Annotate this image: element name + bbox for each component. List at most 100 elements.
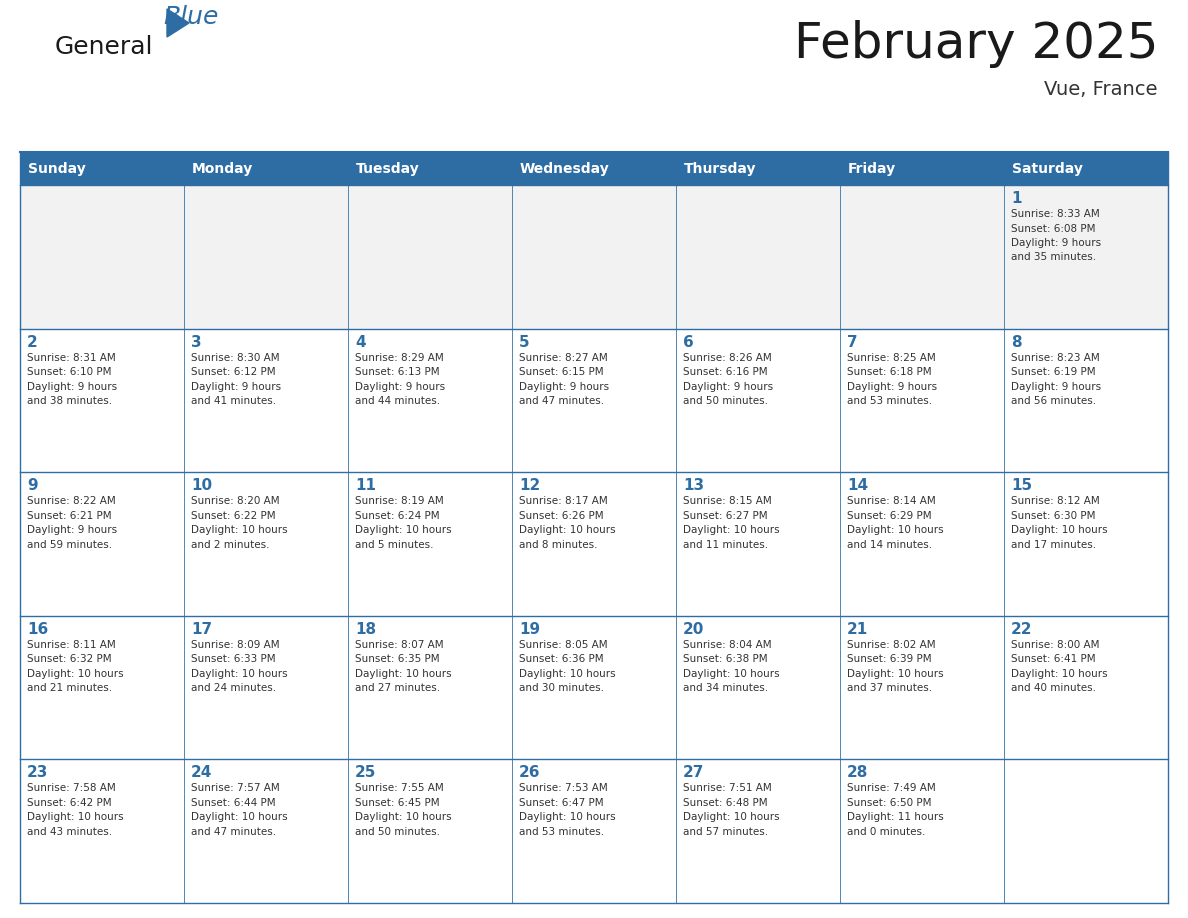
Text: Sunrise: 7:57 AM: Sunrise: 7:57 AM (191, 783, 279, 793)
Bar (20, 185, 184, 329)
Text: and 34 minutes.: and 34 minutes. (683, 683, 769, 693)
Text: 12: 12 (519, 478, 541, 493)
Bar (676, 616, 840, 759)
Text: and 53 minutes.: and 53 minutes. (519, 827, 605, 837)
Text: Sunset: 6:38 PM: Sunset: 6:38 PM (683, 655, 767, 665)
Text: 1: 1 (1011, 191, 1022, 206)
Bar (1004, 185, 1168, 329)
Text: Sunset: 6:39 PM: Sunset: 6:39 PM (847, 655, 931, 665)
Text: and 8 minutes.: and 8 minutes. (519, 540, 598, 550)
Text: Daylight: 9 hours: Daylight: 9 hours (1011, 382, 1101, 392)
Text: Sunset: 6:42 PM: Sunset: 6:42 PM (27, 798, 112, 808)
Text: 27: 27 (683, 766, 704, 780)
Text: Sunset: 6:26 PM: Sunset: 6:26 PM (519, 510, 604, 521)
Bar (840, 616, 1004, 759)
Text: Daylight: 9 hours: Daylight: 9 hours (27, 525, 118, 535)
Text: Daylight: 10 hours: Daylight: 10 hours (27, 669, 124, 678)
Text: Sunset: 6:35 PM: Sunset: 6:35 PM (355, 655, 440, 665)
Text: Daylight: 9 hours: Daylight: 9 hours (191, 382, 282, 392)
Text: Sunset: 6:27 PM: Sunset: 6:27 PM (683, 510, 767, 521)
Text: Sunrise: 8:05 AM: Sunrise: 8:05 AM (519, 640, 607, 650)
Text: 24: 24 (191, 766, 213, 780)
Text: Sunset: 6:36 PM: Sunset: 6:36 PM (519, 655, 604, 665)
Text: Sunset: 6:45 PM: Sunset: 6:45 PM (355, 798, 440, 808)
Bar (20, 616, 184, 759)
Text: Sunrise: 8:00 AM: Sunrise: 8:00 AM (1011, 640, 1100, 650)
Text: Sunrise: 8:26 AM: Sunrise: 8:26 AM (683, 353, 772, 363)
Text: Sunrise: 8:09 AM: Sunrise: 8:09 AM (191, 640, 279, 650)
Bar (676, 759, 840, 903)
Bar (676, 472, 840, 616)
Text: Sunrise: 8:29 AM: Sunrise: 8:29 AM (355, 353, 444, 363)
Text: Daylight: 10 hours: Daylight: 10 hours (191, 525, 287, 535)
Text: and 59 minutes.: and 59 minutes. (27, 540, 112, 550)
Text: and 53 minutes.: and 53 minutes. (847, 396, 933, 406)
Text: Sunrise: 8:19 AM: Sunrise: 8:19 AM (355, 497, 444, 506)
Bar (840, 759, 1004, 903)
Text: 2: 2 (27, 334, 38, 350)
Text: and 37 minutes.: and 37 minutes. (847, 683, 933, 693)
Text: 14: 14 (847, 478, 868, 493)
Text: Sunset: 6:08 PM: Sunset: 6:08 PM (1011, 223, 1095, 233)
Text: Sunrise: 8:23 AM: Sunrise: 8:23 AM (1011, 353, 1100, 363)
Bar (348, 759, 512, 903)
Text: and 57 minutes.: and 57 minutes. (683, 827, 769, 837)
Text: and 27 minutes.: and 27 minutes. (355, 683, 440, 693)
Bar (1004, 472, 1168, 616)
Bar (512, 185, 676, 329)
Text: Daylight: 9 hours: Daylight: 9 hours (519, 382, 609, 392)
Text: Daylight: 10 hours: Daylight: 10 hours (191, 669, 287, 678)
Text: and 41 minutes.: and 41 minutes. (191, 396, 276, 406)
Bar (184, 185, 348, 329)
Text: 25: 25 (355, 766, 377, 780)
Text: 8: 8 (1011, 334, 1022, 350)
Text: Sunset: 6:10 PM: Sunset: 6:10 PM (27, 367, 112, 377)
Text: 4: 4 (355, 334, 366, 350)
Text: and 5 minutes.: and 5 minutes. (355, 540, 434, 550)
Text: Sunset: 6:50 PM: Sunset: 6:50 PM (847, 798, 931, 808)
Text: 21: 21 (847, 621, 868, 637)
Bar (184, 329, 348, 472)
Text: Sunset: 6:30 PM: Sunset: 6:30 PM (1011, 510, 1095, 521)
Text: Blue: Blue (163, 5, 219, 29)
Bar (348, 152, 512, 185)
Text: Sunset: 6:29 PM: Sunset: 6:29 PM (847, 510, 931, 521)
Text: Daylight: 9 hours: Daylight: 9 hours (1011, 238, 1101, 248)
Text: Sunset: 6:18 PM: Sunset: 6:18 PM (847, 367, 931, 377)
Text: 9: 9 (27, 478, 38, 493)
Text: and 40 minutes.: and 40 minutes. (1011, 683, 1097, 693)
Text: Sunrise: 8:27 AM: Sunrise: 8:27 AM (519, 353, 608, 363)
Text: Sunrise: 8:15 AM: Sunrise: 8:15 AM (683, 497, 772, 506)
Text: Sunset: 6:48 PM: Sunset: 6:48 PM (683, 798, 767, 808)
Bar (348, 185, 512, 329)
Text: Sunset: 6:19 PM: Sunset: 6:19 PM (1011, 367, 1095, 377)
Bar (840, 152, 1004, 185)
Text: Sunrise: 8:04 AM: Sunrise: 8:04 AM (683, 640, 772, 650)
Text: Daylight: 11 hours: Daylight: 11 hours (847, 812, 943, 823)
Text: and 35 minutes.: and 35 minutes. (1011, 252, 1097, 263)
Polygon shape (168, 9, 189, 37)
Bar (20, 329, 184, 472)
Bar (512, 329, 676, 472)
Text: 5: 5 (519, 334, 530, 350)
Text: Sunset: 6:44 PM: Sunset: 6:44 PM (191, 798, 276, 808)
Text: Sunrise: 8:02 AM: Sunrise: 8:02 AM (847, 640, 936, 650)
Text: Sunrise: 7:55 AM: Sunrise: 7:55 AM (355, 783, 444, 793)
Text: and 47 minutes.: and 47 minutes. (191, 827, 276, 837)
Text: Sunrise: 8:25 AM: Sunrise: 8:25 AM (847, 353, 936, 363)
Text: 23: 23 (27, 766, 49, 780)
Bar (676, 152, 840, 185)
Text: and 14 minutes.: and 14 minutes. (847, 540, 933, 550)
Bar (512, 759, 676, 903)
Text: and 21 minutes.: and 21 minutes. (27, 683, 112, 693)
Text: Sunset: 6:33 PM: Sunset: 6:33 PM (191, 655, 276, 665)
Text: General: General (55, 35, 153, 59)
Bar (676, 185, 840, 329)
Text: Sunset: 6:13 PM: Sunset: 6:13 PM (355, 367, 440, 377)
Bar (512, 472, 676, 616)
Text: 3: 3 (191, 334, 202, 350)
Text: Daylight: 10 hours: Daylight: 10 hours (847, 669, 943, 678)
Text: Sunrise: 8:12 AM: Sunrise: 8:12 AM (1011, 497, 1100, 506)
Text: Sunrise: 7:51 AM: Sunrise: 7:51 AM (683, 783, 772, 793)
Text: Daylight: 9 hours: Daylight: 9 hours (355, 382, 446, 392)
